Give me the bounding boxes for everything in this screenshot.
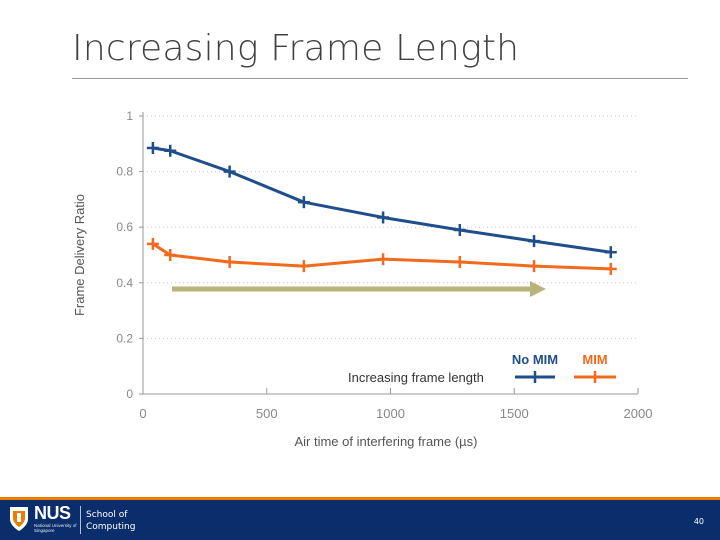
title-divider [72, 78, 688, 79]
y-tick-label: 0.2 [116, 331, 133, 345]
axes: 0 0.2 0.4 0.6 0.8 1 0 500 1000 1500 2000 [116, 109, 652, 421]
y-tick-label: 0.8 [116, 165, 133, 179]
data-point [453, 223, 466, 236]
data-point [377, 211, 390, 224]
grid [143, 115, 638, 339]
legend: No MIM MIM Increasing frame length [348, 352, 616, 385]
data-point [604, 246, 617, 259]
frame-length-arrow [172, 281, 546, 297]
slide-title: Increasing Frame Length [72, 28, 520, 69]
annotation-label: Increasing frame length [348, 370, 484, 385]
school-name: School of Computing [86, 509, 135, 533]
school-line-1: School of [86, 510, 128, 520]
series-line [152, 242, 611, 271]
legend-label-no-mim: No MIM [512, 352, 558, 367]
page-number: 40 [693, 517, 704, 526]
data-point [223, 165, 236, 178]
arrow-head [530, 281, 546, 297]
logo-wordmark: NUS [34, 503, 71, 523]
crest-icon [10, 507, 28, 531]
logo-divider [80, 506, 81, 534]
x-tick-label: 2000 [624, 406, 653, 421]
data-point [528, 260, 541, 273]
data-point [604, 262, 617, 275]
y-tick-label: 0 [126, 387, 133, 401]
logo-subtitle: National University of Singapore [34, 523, 77, 533]
legend-label-mim: MIM [582, 352, 607, 367]
footer-bar [0, 500, 720, 540]
nus-logo: NUS National University of Singapore [8, 503, 80, 537]
data-point [377, 253, 390, 266]
school-line-2: Computing [86, 522, 136, 532]
frame-delivery-chart: 0 0.2 0.4 0.6 0.8 1 0 500 1000 1500 2000 No MIM MIM… [72, 109, 652, 449]
data-point [164, 249, 177, 261]
x-tick-label: 1500 [500, 406, 529, 421]
y-tick-label: 0.6 [116, 220, 133, 234]
data-point [146, 141, 159, 154]
y-tick-label: 0.4 [116, 276, 133, 290]
data-point [297, 260, 310, 273]
legend-swatch-mim [574, 371, 616, 383]
x-axis-label: Air time of interfering frame (µs) [294, 434, 477, 449]
data-point [164, 144, 177, 157]
x-tick-label: 1000 [376, 406, 405, 421]
y-tick-label: 1 [126, 109, 133, 123]
data-point [528, 235, 541, 248]
footer-accent-bar [0, 497, 720, 500]
y-axis-label: Frame Delivery Ratio [72, 194, 87, 316]
series-line [152, 146, 611, 254]
x-tick-label: 500 [256, 406, 278, 421]
legend-swatch-no-mim [515, 371, 555, 383]
x-tick-label: 0 [139, 406, 146, 421]
data-point [146, 237, 159, 250]
series [146, 141, 617, 275]
data-point [223, 255, 236, 268]
data-point [453, 255, 466, 268]
data-point [297, 196, 310, 209]
